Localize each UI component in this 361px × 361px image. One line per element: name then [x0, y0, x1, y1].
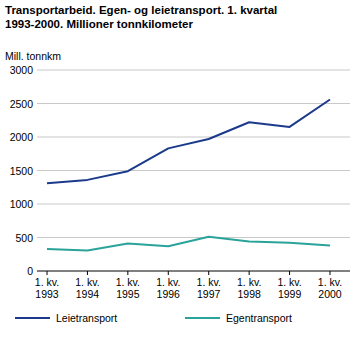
x-tick	[47, 271, 48, 275]
y-label: Mill. tonnkm	[5, 50, 61, 62]
x-tick-label-line: 1998	[237, 288, 261, 300]
title: Transportarbeid. Egen- og leietransport.…	[5, 4, 277, 30]
y-tick-label: 1500	[10, 165, 34, 177]
x-tick	[289, 271, 290, 275]
series-line	[47, 99, 330, 183]
x-tick-label-line: 1. kv.	[156, 276, 180, 288]
y-tick-label: 1000	[10, 198, 34, 210]
x-tick-label-line: 1. kv.	[237, 276, 261, 288]
x-tick-label: 1. kv.1993	[35, 276, 59, 300]
grid-line	[37, 271, 350, 272]
x-tick-label-line: 2000	[318, 288, 342, 300]
y-tick-label: 2500	[10, 98, 34, 110]
y-tick-label: 500	[15, 232, 33, 244]
legend-swatch	[15, 317, 50, 319]
x-tick-label-line: 1996	[157, 288, 181, 300]
x-tick-label-line: 1999	[278, 288, 302, 300]
grid-line	[37, 70, 350, 71]
series-line	[47, 237, 330, 251]
x-tick-label: 1. kv.1995	[116, 276, 140, 300]
x-tick-label-line: 1. kv.	[277, 276, 301, 288]
x-tick-label: 1. kv.1997	[197, 276, 221, 300]
x-tick-label-line: 1. kv.	[35, 276, 59, 288]
x-tick	[127, 271, 128, 275]
y-tick-label: 0	[27, 265, 33, 277]
x-tick-label-line: 1995	[116, 288, 140, 300]
x-tick-label-line: 1. kv.	[116, 276, 140, 288]
title-line: 1993-2000. Millioner tonnkilometer	[5, 18, 193, 30]
x-tick-label: 1. kv.1996	[156, 276, 180, 300]
x-tick	[87, 271, 88, 275]
x-tick-label: 1. kv.1999	[277, 276, 301, 300]
y-tick-label: 3000	[10, 64, 34, 76]
grid-line	[37, 103, 350, 104]
x-tick-label-line: 1. kv.	[318, 276, 342, 288]
x-tick-label: 1. kv.1994	[75, 276, 99, 300]
grid-line	[37, 237, 350, 238]
y-tick-label: 2000	[10, 131, 34, 143]
x-tick-label-line: 1997	[197, 288, 221, 300]
x-tick	[208, 271, 209, 275]
x-tick	[249, 271, 250, 275]
x-tick	[330, 271, 331, 275]
x-tick-label-line: 1994	[76, 288, 100, 300]
x-tick-label-line: 1. kv.	[197, 276, 221, 288]
grid-line	[37, 204, 350, 205]
legend-label: Egentransport	[226, 312, 292, 324]
x-tick-label: 1. kv.2000	[318, 276, 342, 300]
x-tick-label-line: 1. kv.	[75, 276, 99, 288]
legend-label: Leietransport	[56, 312, 117, 324]
x-tick-label-line: 1993	[35, 288, 59, 300]
grid-line	[37, 137, 350, 138]
legend-swatch	[185, 317, 220, 319]
x-tick	[168, 271, 169, 275]
grid-line	[37, 170, 350, 171]
title-line: Transportarbeid. Egen- og leietransport.…	[5, 4, 277, 16]
x-tick-label: 1. kv.1998	[237, 276, 261, 300]
plot-lines	[47, 99, 330, 250]
chart: Transportarbeid. Egen- og leietransport.…	[0, 0, 361, 361]
